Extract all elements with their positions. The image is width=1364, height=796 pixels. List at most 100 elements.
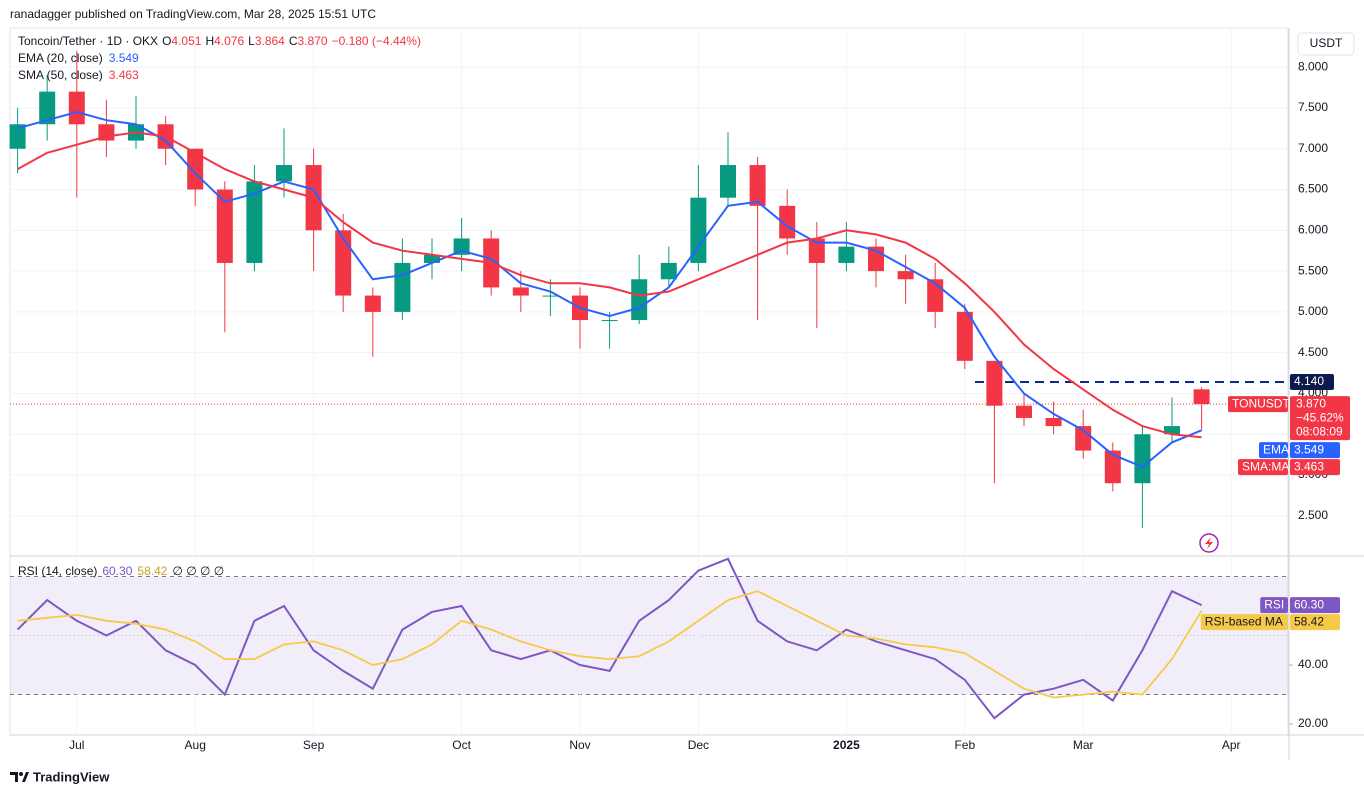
candle-body bbox=[276, 165, 292, 182]
x-tick-label: Dec bbox=[688, 738, 709, 752]
ohlc-key: O bbox=[162, 34, 171, 48]
series-line bbox=[17, 110, 1202, 469]
legend-value: 3.549 bbox=[109, 51, 139, 65]
total-change: −45.62% bbox=[1296, 410, 1344, 424]
ohlc-key: C bbox=[289, 34, 298, 48]
ma-name-badge-bg bbox=[1238, 459, 1288, 476]
x-tick-label: Sep bbox=[303, 738, 325, 752]
legend-extra: ∅ ∅ ∅ ∅ bbox=[172, 564, 224, 578]
y-tick-label: 5.500 bbox=[1298, 263, 1328, 277]
brand-name: TradingView bbox=[33, 769, 110, 784]
currency-label[interactable]: USDT bbox=[1310, 36, 1343, 50]
symbol-badge-bg bbox=[1228, 396, 1288, 413]
lightning-icon bbox=[1199, 533, 1219, 553]
publisher-line: ranadagger published on TradingView.com,… bbox=[10, 7, 376, 21]
legend-value: 60.30 bbox=[102, 564, 132, 578]
x-tick-label: Aug bbox=[185, 738, 206, 752]
ma-value-badge-bg bbox=[1290, 459, 1340, 476]
legend-row: SMA (50, close) 3.463 bbox=[18, 68, 139, 82]
countdown: 08:08:09 bbox=[1296, 424, 1343, 438]
price-badge-bg bbox=[1290, 396, 1350, 441]
legend-row: EMA (20, close) 3.549 bbox=[18, 51, 139, 65]
candle-body bbox=[1045, 417, 1062, 427]
logo-mark bbox=[22, 772, 29, 782]
y-tick-label: 6.500 bbox=[1298, 182, 1328, 196]
y-tick-label: 7.500 bbox=[1298, 100, 1328, 114]
legend-value: 58.42 bbox=[137, 564, 167, 578]
y-tick-label: 5.000 bbox=[1298, 304, 1328, 318]
candle-body bbox=[542, 295, 559, 297]
brand-logo bbox=[10, 772, 29, 782]
logo-dot bbox=[19, 772, 23, 776]
y-tick-label: 7.000 bbox=[1298, 141, 1328, 155]
legend-name: SMA (50, close) bbox=[18, 68, 103, 82]
x-tick-label: Apr bbox=[1222, 738, 1241, 752]
resistance-badge: 4.140 bbox=[1294, 374, 1324, 388]
x-tick-label: Mar bbox=[1073, 738, 1094, 752]
candle-body bbox=[453, 238, 470, 255]
candle-body bbox=[838, 246, 855, 263]
symbol-badge: TONUSDT bbox=[1232, 396, 1290, 410]
rsi-name-badge-bg bbox=[1260, 597, 1288, 614]
candle-body bbox=[216, 189, 233, 263]
candle-body bbox=[9, 124, 26, 149]
legend-name: EMA (20, close) bbox=[18, 51, 103, 65]
ohlc-key: H bbox=[205, 34, 214, 48]
x-tick-label: Nov bbox=[569, 738, 590, 752]
candle-body bbox=[1134, 434, 1151, 484]
x-tick-label: Oct bbox=[452, 738, 471, 752]
y-tick-label: 40.00 bbox=[1298, 657, 1328, 671]
ohlc-value: 4.051 bbox=[171, 34, 201, 48]
ma-name-badge: SMA:MA bbox=[1242, 459, 1289, 473]
ma-name-badge-bg bbox=[1259, 442, 1288, 459]
candle-body bbox=[512, 287, 529, 296]
candle-body bbox=[749, 165, 766, 206]
candle-body bbox=[39, 91, 56, 125]
rsi-value-badge: 60.30 bbox=[1294, 597, 1324, 611]
y-tick-label: 2.500 bbox=[1298, 508, 1328, 522]
series-line bbox=[17, 131, 1202, 439]
rsi-value-badge-bg bbox=[1290, 597, 1340, 614]
rsi-name-badge: RSI bbox=[1264, 597, 1284, 611]
currency-button[interactable] bbox=[1297, 32, 1355, 56]
legend-name: RSI (14, close) bbox=[18, 564, 97, 578]
rsi-name-badge-bg bbox=[1200, 614, 1288, 631]
ohlc-key: L bbox=[248, 34, 255, 48]
icon-ring bbox=[1199, 533, 1219, 553]
candle-body bbox=[1104, 450, 1121, 484]
last-price: 3.870 bbox=[1296, 396, 1326, 410]
legend-value: 3.463 bbox=[109, 68, 139, 82]
candle-body bbox=[1193, 389, 1210, 405]
candle-body bbox=[424, 254, 440, 263]
icon-bolt bbox=[1205, 537, 1213, 549]
legend-row: Toncoin/Tether · 1D · OKX O4.051 H4.076 L3.… bbox=[18, 34, 421, 48]
ma-value-badge: 3.549 bbox=[1294, 442, 1324, 456]
ma-name-badge: EMA bbox=[1263, 442, 1289, 456]
x-tick-label: 2025 bbox=[833, 738, 860, 752]
candle-body bbox=[187, 148, 204, 190]
x-tick-label: Jul bbox=[69, 738, 84, 752]
candle-body bbox=[601, 320, 618, 322]
resistance-badge-bg bbox=[1290, 374, 1334, 391]
candle-body bbox=[364, 295, 381, 312]
rsi-value-badge: 58.42 bbox=[1294, 614, 1324, 628]
candle-body bbox=[720, 165, 736, 198]
rsi-value-badge-bg bbox=[1290, 614, 1340, 631]
candle-body bbox=[986, 360, 1003, 406]
candle-body bbox=[1016, 405, 1032, 418]
ma-value-badge-bg bbox=[1290, 442, 1340, 459]
candle-body bbox=[897, 271, 914, 280]
symbol-name: Toncoin/Tether · 1D · OKX bbox=[18, 34, 158, 48]
candle-body bbox=[956, 311, 973, 361]
ohlc-value: 4.076 bbox=[214, 34, 244, 48]
candle-body bbox=[335, 230, 352, 296]
candle-body bbox=[68, 91, 85, 125]
candle-body bbox=[246, 181, 263, 263]
rsi-band bbox=[10, 576, 1288, 695]
series-line bbox=[16, 557, 1203, 720]
candle-body bbox=[779, 205, 796, 239]
x-tick-label: Feb bbox=[954, 738, 975, 752]
candle-body bbox=[690, 197, 707, 263]
